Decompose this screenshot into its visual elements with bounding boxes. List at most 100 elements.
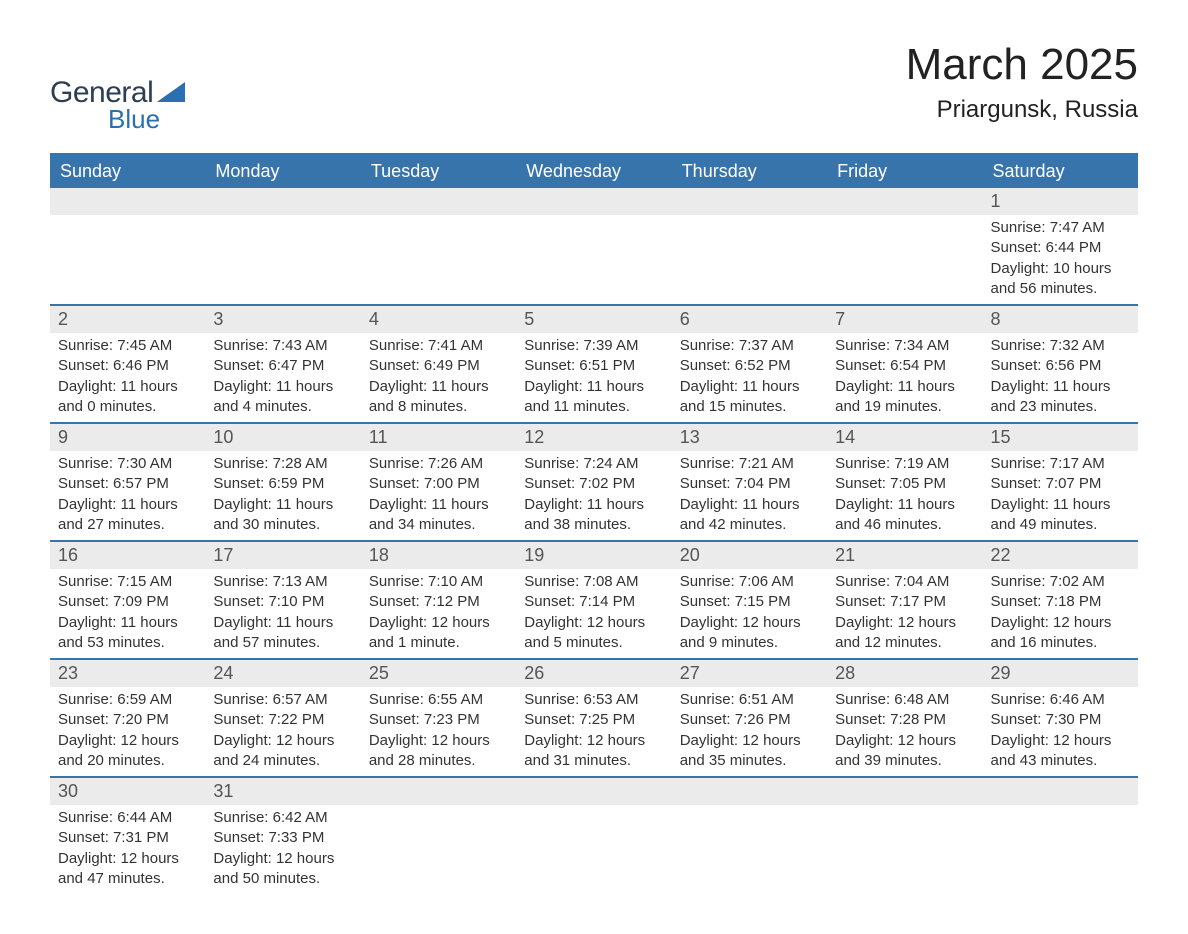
day-info: Sunrise: 6:42 AMSunset: 7:33 PMDaylight:…: [205, 805, 360, 894]
weekday-header: Wednesday: [516, 154, 671, 188]
day-info-line: Sunrise: 7:24 AM: [524, 454, 663, 474]
day-info-line: Sunrise: 6:42 AM: [213, 808, 352, 828]
day-info-line: Sunset: 6:54 PM: [835, 356, 974, 376]
day-info-line: Daylight: 12 hours: [369, 731, 508, 751]
day-number: [827, 778, 982, 805]
day-number: [361, 778, 516, 805]
day-info-line: Sunset: 7:28 PM: [835, 710, 974, 730]
day-number: [205, 188, 360, 215]
day-info-line: Sunrise: 6:46 AM: [991, 690, 1130, 710]
day-info-line: Sunset: 7:02 PM: [524, 474, 663, 494]
calendar-day-cell: [672, 777, 827, 894]
calendar-day-cell: 9Sunrise: 7:30 AMSunset: 6:57 PMDaylight…: [50, 423, 205, 541]
day-info-line: Daylight: 12 hours: [369, 613, 508, 633]
day-number: 29: [983, 660, 1138, 687]
day-info: Sunrise: 7:39 AMSunset: 6:51 PMDaylight:…: [516, 333, 671, 422]
day-info-line: Sunset: 7:07 PM: [991, 474, 1130, 494]
day-info-line: Sunset: 7:17 PM: [835, 592, 974, 612]
logo-text-blue: Blue: [108, 104, 160, 135]
day-info-line: Sunrise: 7:13 AM: [213, 572, 352, 592]
day-info: Sunrise: 7:15 AMSunset: 7:09 PMDaylight:…: [50, 569, 205, 658]
day-number: 17: [205, 542, 360, 569]
day-info: Sunrise: 6:59 AMSunset: 7:20 PMDaylight:…: [50, 687, 205, 776]
day-info-line: Sunrise: 7:45 AM: [58, 336, 197, 356]
calendar-day-cell: [50, 188, 205, 305]
day-info-line: Sunrise: 7:19 AM: [835, 454, 974, 474]
weekday-header: Thursday: [672, 154, 827, 188]
calendar-day-cell: 27Sunrise: 6:51 AMSunset: 7:26 PMDayligh…: [672, 659, 827, 777]
calendar-day-cell: 8Sunrise: 7:32 AMSunset: 6:56 PMDaylight…: [983, 305, 1138, 423]
day-number: 27: [672, 660, 827, 687]
weekday-header: Sunday: [50, 154, 205, 188]
day-info-line: and 24 minutes.: [213, 751, 352, 771]
day-info-line: and 38 minutes.: [524, 515, 663, 535]
calendar-table: SundayMondayTuesdayWednesdayThursdayFrid…: [50, 153, 1138, 894]
day-info-line: Sunset: 7:23 PM: [369, 710, 508, 730]
day-number: 22: [983, 542, 1138, 569]
calendar-day-cell: 31Sunrise: 6:42 AMSunset: 7:33 PMDayligh…: [205, 777, 360, 894]
day-info-line: and 42 minutes.: [680, 515, 819, 535]
calendar-body: 1Sunrise: 7:47 AMSunset: 6:44 PMDaylight…: [50, 188, 1138, 894]
day-info-line: Sunrise: 7:30 AM: [58, 454, 197, 474]
calendar-week-row: 9Sunrise: 7:30 AMSunset: 6:57 PMDaylight…: [50, 423, 1138, 541]
day-info-line: and 5 minutes.: [524, 633, 663, 653]
brand-logo: General Blue: [50, 40, 185, 135]
calendar-day-cell: 10Sunrise: 7:28 AMSunset: 6:59 PMDayligh…: [205, 423, 360, 541]
day-number: 19: [516, 542, 671, 569]
day-info-line: Sunset: 6:51 PM: [524, 356, 663, 376]
day-info-line: Daylight: 11 hours: [369, 495, 508, 515]
day-number: [361, 188, 516, 215]
day-number: 8: [983, 306, 1138, 333]
day-info-line: Sunrise: 7:10 AM: [369, 572, 508, 592]
calendar-day-cell: 13Sunrise: 7:21 AMSunset: 7:04 PMDayligh…: [672, 423, 827, 541]
day-info: Sunrise: 7:17 AMSunset: 7:07 PMDaylight:…: [983, 451, 1138, 540]
calendar-day-cell: 11Sunrise: 7:26 AMSunset: 7:00 PMDayligh…: [361, 423, 516, 541]
day-info-line: Daylight: 12 hours: [213, 849, 352, 869]
day-info-line: Sunset: 7:15 PM: [680, 592, 819, 612]
day-info: Sunrise: 7:47 AMSunset: 6:44 PMDaylight:…: [983, 215, 1138, 304]
day-number: [983, 778, 1138, 805]
day-info-line: Daylight: 12 hours: [58, 731, 197, 751]
calendar-day-cell: 25Sunrise: 6:55 AMSunset: 7:23 PMDayligh…: [361, 659, 516, 777]
calendar-day-cell: [827, 188, 982, 305]
day-info-line: Sunset: 7:33 PM: [213, 828, 352, 848]
calendar-day-cell: 22Sunrise: 7:02 AMSunset: 7:18 PMDayligh…: [983, 541, 1138, 659]
day-info-line: Sunrise: 7:26 AM: [369, 454, 508, 474]
day-number: 2: [50, 306, 205, 333]
calendar-week-row: 2Sunrise: 7:45 AMSunset: 6:46 PMDaylight…: [50, 305, 1138, 423]
calendar-week-row: 16Sunrise: 7:15 AMSunset: 7:09 PMDayligh…: [50, 541, 1138, 659]
calendar-day-cell: 29Sunrise: 6:46 AMSunset: 7:30 PMDayligh…: [983, 659, 1138, 777]
day-info: [672, 215, 827, 295]
day-info: [516, 215, 671, 295]
day-info-line: Sunset: 7:22 PM: [213, 710, 352, 730]
calendar-day-cell: [361, 777, 516, 894]
month-title: March 2025: [906, 40, 1138, 90]
calendar-day-cell: [205, 188, 360, 305]
weekday-header: Friday: [827, 154, 982, 188]
day-number: [50, 188, 205, 215]
day-info-line: Daylight: 12 hours: [835, 613, 974, 633]
day-info: Sunrise: 7:34 AMSunset: 6:54 PMDaylight:…: [827, 333, 982, 422]
day-info-line: and 43 minutes.: [991, 751, 1130, 771]
calendar-day-cell: 23Sunrise: 6:59 AMSunset: 7:20 PMDayligh…: [50, 659, 205, 777]
day-info-line: Sunrise: 7:04 AM: [835, 572, 974, 592]
day-info: Sunrise: 6:55 AMSunset: 7:23 PMDaylight:…: [361, 687, 516, 776]
day-info-line: Sunset: 7:31 PM: [58, 828, 197, 848]
calendar-day-cell: 1Sunrise: 7:47 AMSunset: 6:44 PMDaylight…: [983, 188, 1138, 305]
logo-triangle-icon: [157, 82, 185, 107]
page-header: General Blue March 2025 Priargunsk, Russ…: [50, 40, 1138, 135]
day-info: Sunrise: 6:57 AMSunset: 7:22 PMDaylight:…: [205, 687, 360, 776]
day-info-line: Sunset: 6:52 PM: [680, 356, 819, 376]
day-info-line: and 34 minutes.: [369, 515, 508, 535]
day-info-line: Sunrise: 7:15 AM: [58, 572, 197, 592]
day-number: [516, 778, 671, 805]
day-info-line: Sunrise: 7:32 AM: [991, 336, 1130, 356]
day-info-line: Daylight: 12 hours: [680, 613, 819, 633]
day-info-line: Daylight: 11 hours: [991, 495, 1130, 515]
day-info-line: and 57 minutes.: [213, 633, 352, 653]
calendar-day-cell: 15Sunrise: 7:17 AMSunset: 7:07 PMDayligh…: [983, 423, 1138, 541]
day-info: [205, 215, 360, 295]
day-info-line: and 47 minutes.: [58, 869, 197, 889]
day-info-line: and 11 minutes.: [524, 397, 663, 417]
day-info-line: Sunrise: 6:57 AM: [213, 690, 352, 710]
